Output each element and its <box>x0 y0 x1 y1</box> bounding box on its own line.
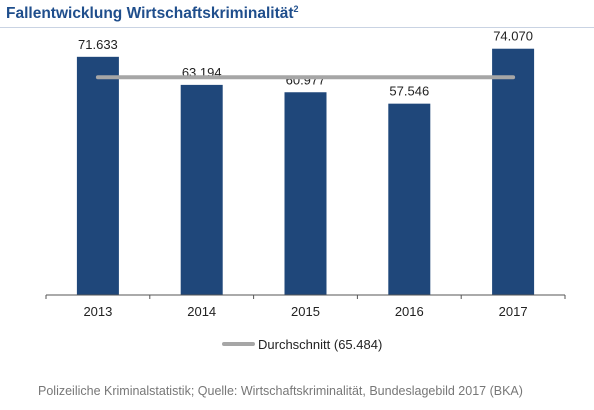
x-tick-label-2013: 2013 <box>83 304 112 319</box>
value-label-2017: 74.070 <box>493 29 533 44</box>
bar-2013 <box>76 56 119 295</box>
value-label-2013: 71.633 <box>78 37 118 52</box>
bar-2015 <box>284 92 327 296</box>
x-tick-label-2015: 2015 <box>291 304 320 319</box>
x-tick-label-2017: 2017 <box>499 304 528 319</box>
title-divider <box>0 27 594 28</box>
bar-2016 <box>388 103 431 296</box>
chart-title: Fallentwicklung Wirtschaftskriminalität2 <box>6 4 299 23</box>
legend-average-label: Durchschnitt (65.484) <box>258 337 382 352</box>
x-tick-label-2014: 2014 <box>187 304 216 319</box>
title-footnote-marker: 2 <box>293 4 299 14</box>
bar-2014 <box>180 84 223 296</box>
bar-2017 <box>492 48 535 295</box>
source-note: Polizeiliche Kriminalstatistik; Quelle: … <box>38 384 523 398</box>
value-label-2015: 60.977 <box>286 72 326 87</box>
chart-title-text: Fallentwicklung Wirtschaftskriminalität <box>6 5 294 23</box>
value-label-2016: 57.546 <box>389 84 429 99</box>
x-tick-label-2016: 2016 <box>395 304 424 319</box>
